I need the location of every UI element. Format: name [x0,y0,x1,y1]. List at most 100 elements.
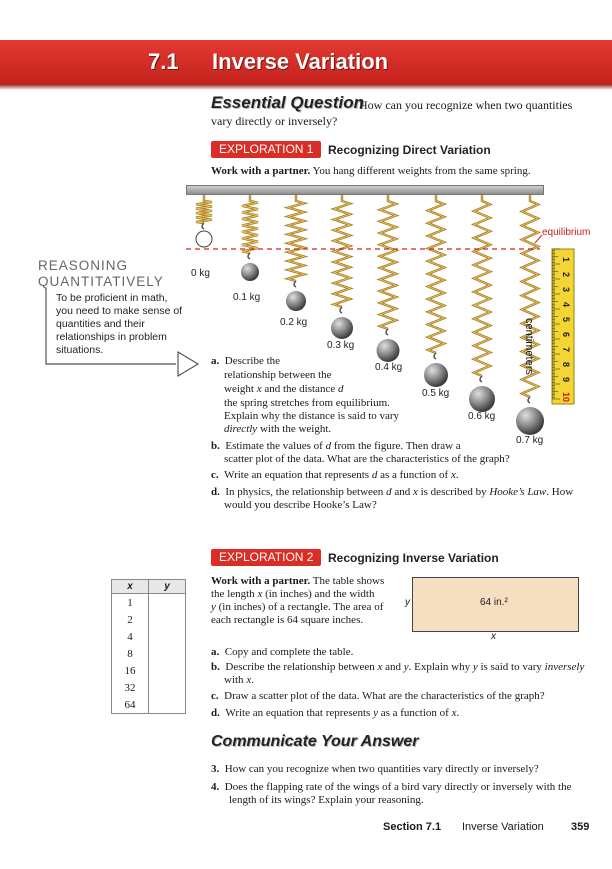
spring-hook [433,352,437,360]
table-cell-x: 4 [111,628,149,645]
sidebar-title-line1: REASONING [38,258,129,273]
question-3-text: How can you recognize when two quantitie… [224,763,539,775]
empty-weight [195,230,213,248]
table-cell-x: 8 [111,645,149,662]
spring-hook [201,222,205,230]
weight-label: 0.3 kg [327,340,355,351]
spring-highlight [195,195,213,224]
weight-label: 0.4 kg [375,362,403,373]
exp1-d-line1-end: . How [546,486,574,498]
spring-highlight [332,195,352,308]
exp1-d-line1: d. In physics, the relationship between … [211,486,574,498]
weight-label: 0.2 kg [280,317,308,328]
weight-label: 0.7 kg [516,435,544,446]
exp2-b-line2: with x. [224,674,254,686]
ruler-number: 7 [561,347,571,352]
spring-support-bar [186,185,544,195]
rectangle-x-label: x [491,631,496,642]
spring-highlight [426,195,446,354]
page-number: 359 [571,821,590,833]
weight-ball [469,386,495,412]
sidebar-bracket [45,288,200,378]
exploration2-badge: EXPLORATION 2 [211,549,322,566]
equilibrium-pointer [534,234,543,244]
ruler [551,248,575,405]
ruler-number: 1 [561,257,571,262]
exp1-a-line6: directly with the weight. [224,422,331,436]
table-cell-x: 64 [111,696,149,714]
spring-hook [527,396,531,404]
section-title: Inverse Variation [212,49,389,74]
table-row: 16 [111,662,186,679]
table-cell-x: 1 [111,593,149,611]
rectangle-y-label: y [405,597,410,608]
exploration1-intro: Work with a partner. You hang different … [211,164,531,178]
footer-section: Section 7.1 [383,821,442,833]
weight-ball [516,407,544,435]
essential-question-label: Essential Question [211,93,365,112]
spring-highlight [520,195,540,398]
area-rectangle [412,577,579,632]
spring-hook [385,328,389,336]
question-4-line1: 4. Does the flapping rate of the wings o… [211,780,571,794]
spring-hook [293,280,297,288]
ruler-number: 8 [561,362,571,367]
weight-ball [376,339,400,362]
table-row: 32 [111,679,186,696]
essential-question-line1: How can you recognize when two quantitie… [359,98,573,112]
table-cell-y [148,611,186,628]
exp1-b-line1: b. Estimate the values of d from the fig… [211,440,461,452]
spring-diagram: 1 2 3 4 5 6 7 8 9 10 [186,195,575,435]
question-3: 3. How can you recognize when two quanti… [211,762,539,776]
centimeters-text: centimeters [523,318,535,375]
weight-label: 0.6 kg [468,411,496,422]
exp1-d-line2: would you describe Hooke’s Law? [224,499,377,511]
exp1-c-line: c. Write an equation that represents d a… [211,469,459,481]
ruler-number: 3 [561,287,571,292]
essential-question-line2: vary directly or inversely? [211,114,338,128]
question-4-line2: length of its wings? Explain your reason… [229,794,424,806]
xy-table: x y 1 2 4 8 16 32 64 [111,579,186,714]
exp1-b-line2: scatter plot of the data. What are the c… [224,453,510,465]
weight-label: 0 kg [191,268,210,279]
footer-title: Inverse Variation [462,821,544,833]
table-row: 2 [111,611,186,628]
weight-ball [286,291,306,311]
exploration1-title: Recognizing Direct Variation [328,143,491,157]
spring-hook [339,306,343,314]
ruler-number: 9 [561,377,571,382]
spring-hook [247,252,251,260]
exp1-a-line5: Explain why the distance is said to vary [224,410,400,422]
exploration2-intro-line4: each rectangle is 64 square inches. [211,614,364,626]
question-4-text1: Does the flapping rate of the wings of a… [224,781,572,793]
exploration2-intro-line2: the length x (in inches) and the width [211,588,375,600]
exp2-c-line: c. Draw a scatter plot of the data. What… [211,690,545,702]
question-4-number: 4. [211,781,220,793]
table-cell-y [148,696,186,714]
sidebar-text: To be proficient in math, you need to ma… [56,292,183,356]
banner-shadow [0,84,612,90]
exp2-a-line: a. Copy and complete the table. [211,646,354,658]
exp2-d-line: d. Write an equation that represents y a… [211,707,460,719]
table-row: 64 [111,696,186,714]
sidebar-title: REASONING QUANTITATIVELY [38,258,198,290]
exploration2-intro-line1: Work with a partner. The table shows [211,574,384,588]
exp1-a-line1: a. Describe the [211,355,281,367]
ruler-number: 10 [561,392,571,402]
exploration2-intro-rest: The table shows [312,575,385,587]
spring-highlight [378,195,398,330]
table-cell-y [148,628,186,645]
exp2-b-line1: b. Describe the relationship between x a… [211,661,585,673]
table-cell-x: 2 [111,611,149,628]
exploration2-intro-line3: y (in inches) of a rectangle. The area o… [211,601,384,613]
exp1-a-line3: weight x and the distance d [224,383,344,395]
spring-highlight [241,195,259,254]
exploration2-title: Recognizing Inverse Variation [328,551,499,565]
exp1-a-line2: relationship between the [224,369,332,381]
table-row: 8 [111,645,186,662]
hookes-law-text: Hooke’s Law [489,486,547,498]
spring-highlight [286,195,306,282]
directly-text: directly [224,423,258,435]
question-3-number: 3. [211,763,220,775]
sidebar-title-line2: QUANTITATIVELY [38,274,164,289]
